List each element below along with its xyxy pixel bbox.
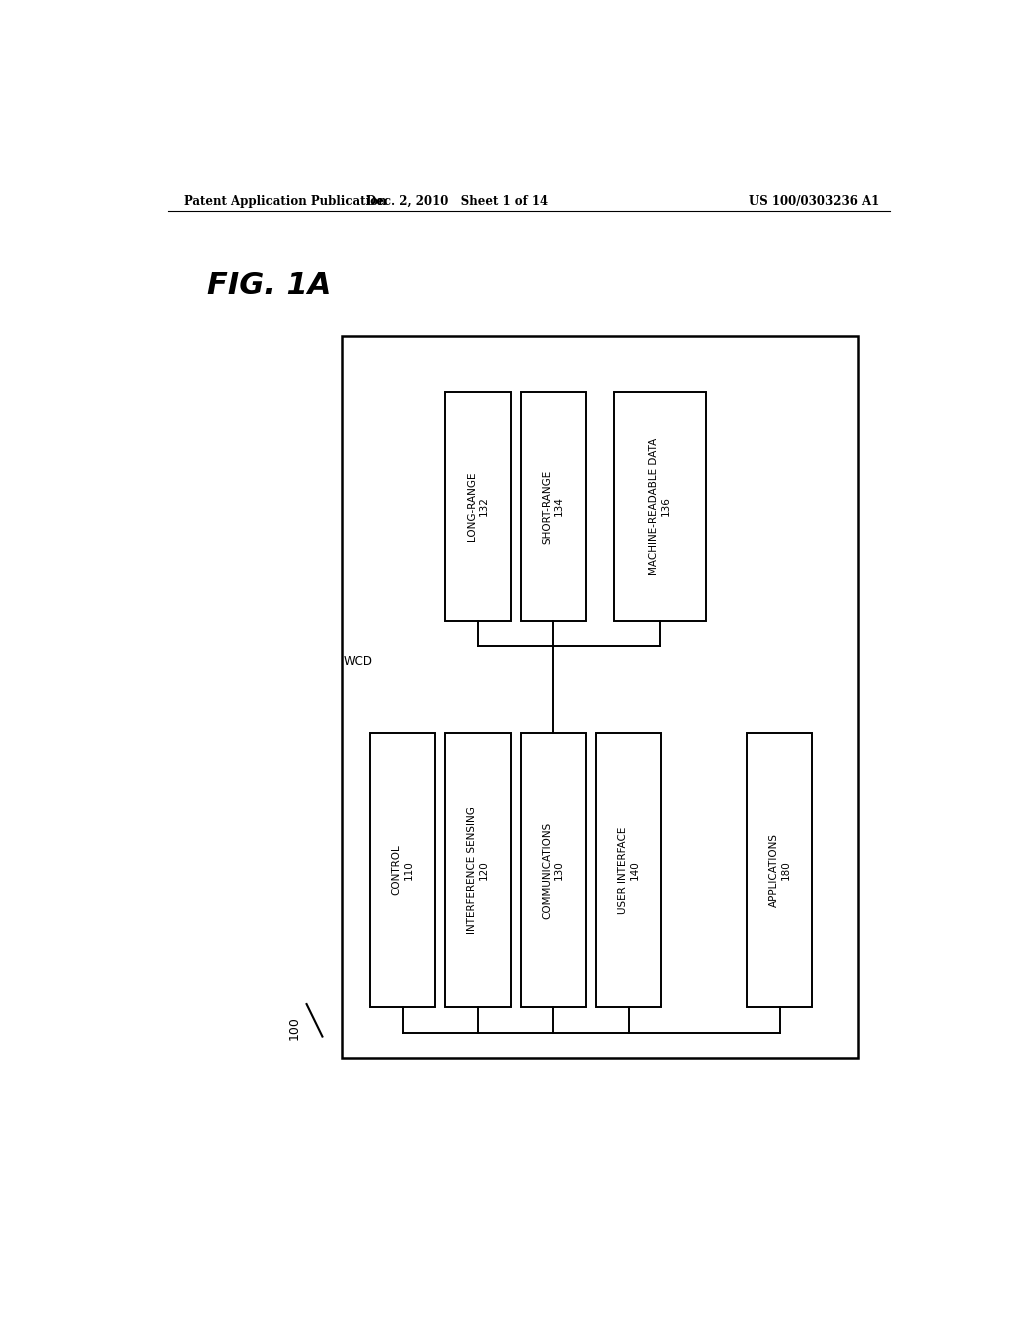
Text: 100: 100: [288, 1016, 301, 1040]
Text: INTERFERENCE SENSING
120: INTERFERENCE SENSING 120: [467, 807, 488, 933]
Text: US 100/0303236 A1: US 100/0303236 A1: [750, 194, 880, 207]
Bar: [342, 337, 858, 1057]
Bar: [521, 392, 586, 620]
Bar: [596, 733, 662, 1007]
Bar: [445, 392, 511, 620]
Text: MACHINE-READABLE DATA
136: MACHINE-READABLE DATA 136: [649, 438, 671, 576]
Bar: [370, 733, 435, 1007]
Text: APPLICATIONS
180: APPLICATIONS 180: [769, 833, 791, 907]
Text: LONG-RANGE
132: LONG-RANGE 132: [467, 471, 488, 541]
Bar: [748, 733, 812, 1007]
Text: SHORT-RANGE
134: SHORT-RANGE 134: [543, 470, 564, 544]
Text: CONTROL
110: CONTROL 110: [392, 845, 414, 895]
Text: Dec. 2, 2010   Sheet 1 of 14: Dec. 2, 2010 Sheet 1 of 14: [367, 194, 549, 207]
Text: Patent Application Publication: Patent Application Publication: [183, 194, 386, 207]
Bar: [614, 392, 706, 620]
Text: FIG. 1A: FIG. 1A: [207, 271, 332, 300]
Text: COMMUNICATIONS
130: COMMUNICATIONS 130: [543, 821, 564, 919]
Bar: [521, 733, 586, 1007]
Bar: [445, 733, 511, 1007]
Text: USER INTERFACE
140: USER INTERFACE 140: [617, 826, 640, 913]
Text: WCD: WCD: [344, 655, 373, 668]
